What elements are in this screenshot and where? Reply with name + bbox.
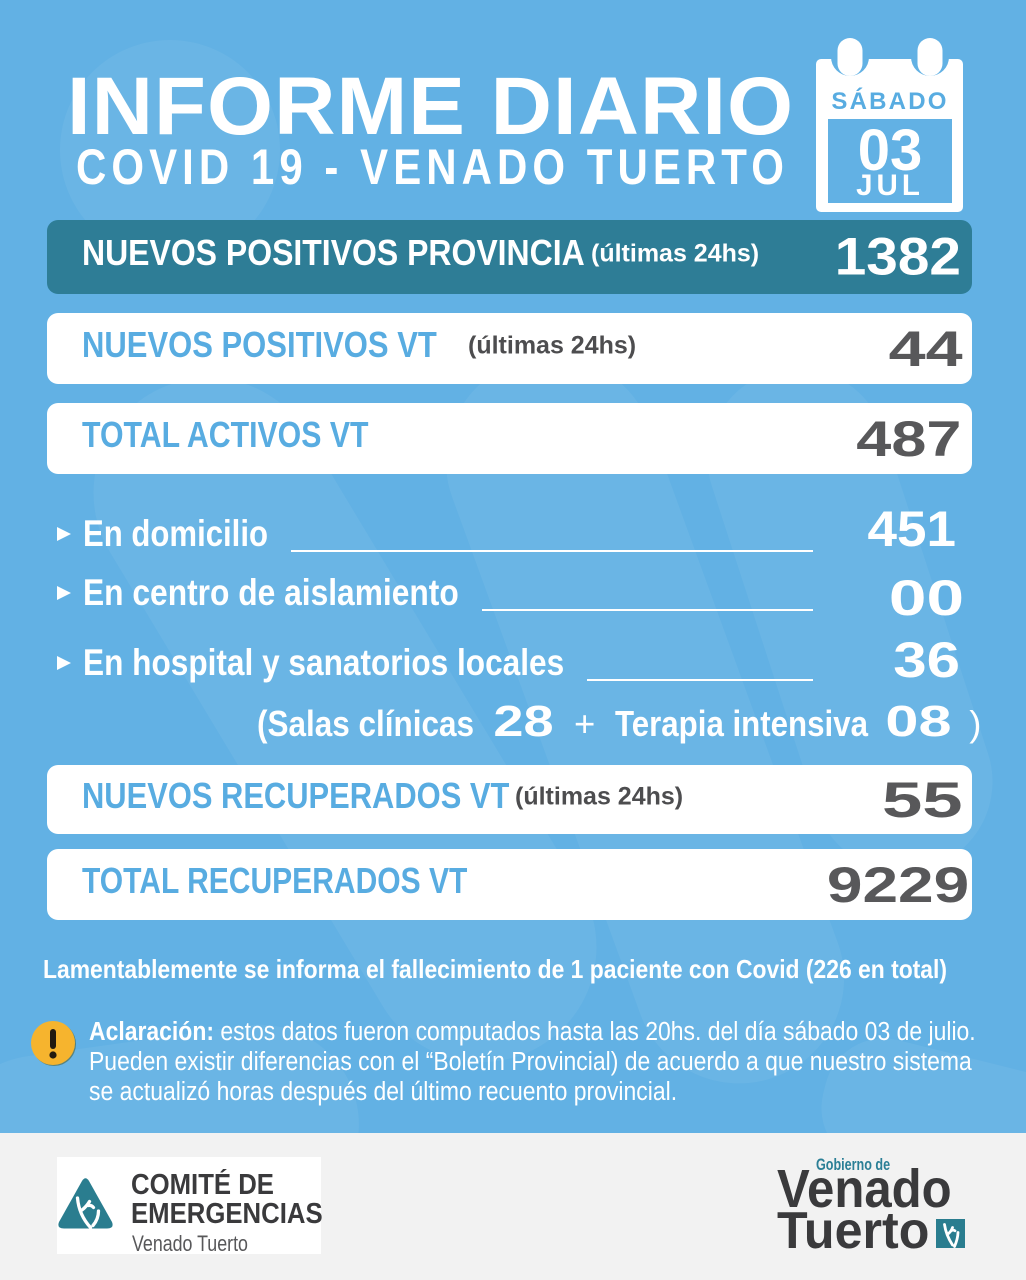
svg-text:03: 03	[858, 118, 923, 183]
svg-text:SÁBADO: SÁBADO	[831, 87, 948, 115]
svg-text:JUL: JUL	[856, 169, 924, 202]
